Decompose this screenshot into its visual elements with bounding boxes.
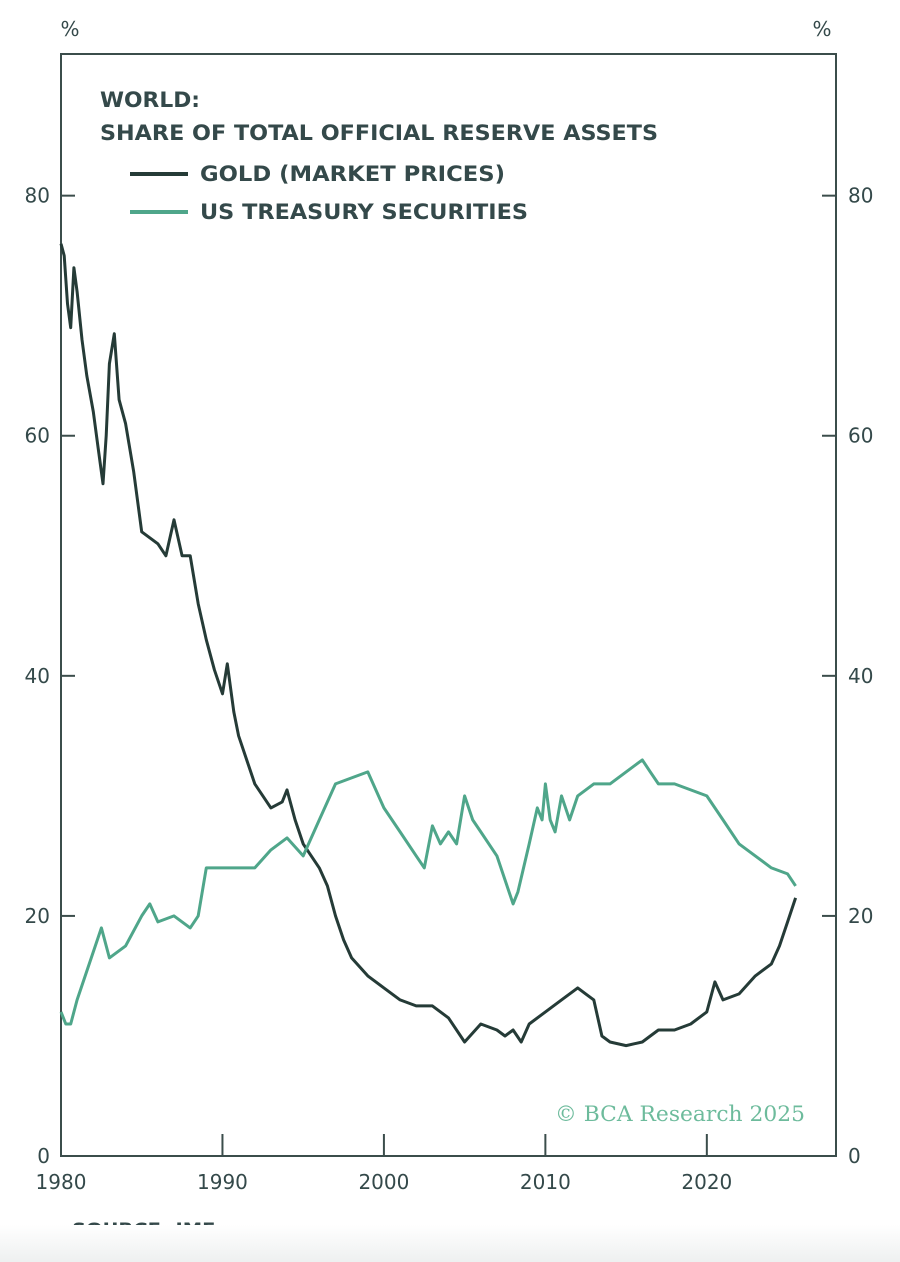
y-tick-label-left: 0 (37, 1144, 50, 1168)
y-tick-label-left: 20 (25, 904, 50, 928)
x-tick-label: 1980 (36, 1170, 87, 1194)
y-tick-label-right: 60 (848, 424, 873, 448)
series-line-treasury (59, 758, 797, 1026)
series-line-gold (59, 243, 798, 1048)
x-tick-label: 2010 (520, 1170, 571, 1194)
x-tick-label: 2000 (358, 1170, 409, 1194)
x-tick-label: 2020 (681, 1170, 732, 1194)
bottom-fade (0, 1225, 900, 1262)
y-tick-label-left: 80 (25, 184, 50, 208)
right-axis-unit: % (812, 17, 831, 41)
y-tick-label-right: 0 (848, 1144, 861, 1168)
watermark: © BCA Research 2025 (555, 1102, 805, 1126)
y-tick-label-right: 80 (848, 184, 873, 208)
left-axis-unit: % (60, 17, 79, 41)
legend-label-treasury: US TREASURY SECURITIES (200, 200, 528, 224)
y-tick-label-left: 60 (25, 424, 50, 448)
chart-title: WORLD: (100, 88, 200, 112)
y-tick-label-right: 20 (848, 904, 873, 928)
x-tick-label: 1990 (197, 1170, 248, 1194)
y-tick-label-left: 40 (25, 664, 50, 688)
plot-frame (60, 53, 837, 1157)
chart-subtitle: SHARE OF TOTAL OFFICIAL RESERVE ASSETS (100, 121, 658, 145)
legend-label-gold: GOLD (MARKET PRICES) (200, 162, 505, 186)
y-tick-label-right: 40 (848, 664, 873, 688)
